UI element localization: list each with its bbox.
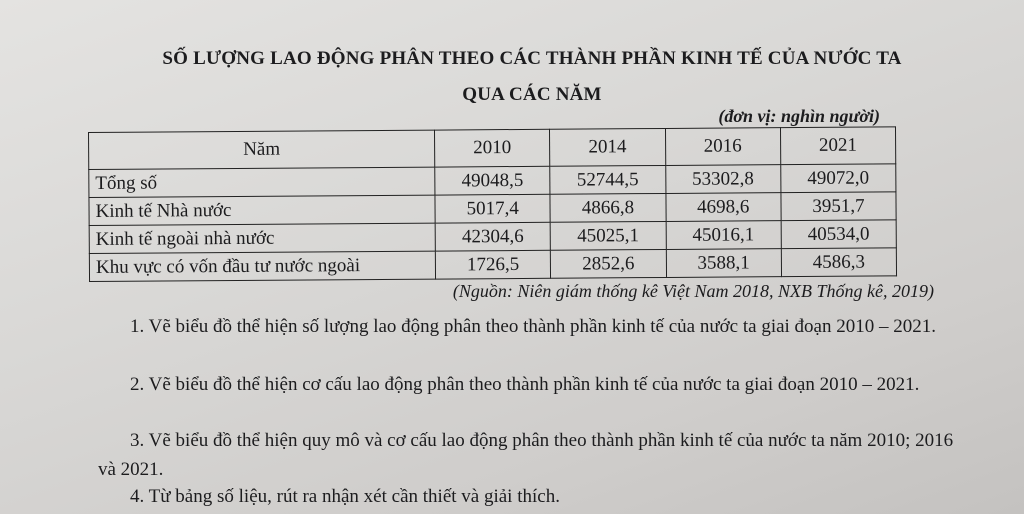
value-cell: 53302,8 — [665, 164, 781, 194]
row-label: Khu vực có vốn đầu tư nước ngoài — [89, 251, 436, 282]
labor-table: Năm 2010 2014 2016 2021 Tổng số 49048,5 52… — [88, 126, 897, 282]
value-cell: 4586,3 — [781, 247, 897, 277]
value-cell: 40534,0 — [780, 219, 897, 249]
row-label: Kinh tế Nhà nước — [88, 195, 436, 226]
value-cell: 49072,0 — [780, 163, 896, 193]
value-cell: 42304,6 — [435, 222, 551, 252]
header-cell: 2010 — [434, 129, 551, 168]
value-cell: 4866,8 — [550, 193, 666, 223]
value-cell: 45025,1 — [550, 221, 666, 251]
document-title-line2: QUA CÁC NĂM — [462, 84, 602, 105]
question-1: 1. Vẽ biểu đồ thể hiện số lượng lao động… — [130, 316, 936, 337]
unit-label: (đơn vị: nghìn người) — [718, 106, 880, 126]
source-note: (Nguồn: Niên giám thống kê Việt Nam 2018… — [452, 281, 934, 301]
value-cell: 49048,5 — [434, 166, 551, 196]
header-cell: 2021 — [780, 126, 896, 165]
header-cell: 2014 — [549, 128, 666, 167]
value-cell: 2852,6 — [550, 249, 667, 279]
row-label: Tổng số — [88, 167, 435, 198]
header-cell: 2016 — [664, 127, 781, 166]
question-3: 3. Vẽ biểu đồ thể hiện quy mô và cơ cấu … — [98, 430, 954, 480]
table-row: Khu vực có vốn đầu tư nước ngoài 1726,5 28… — [89, 247, 897, 282]
question-4: 4. Từ bảng số liệu, rút ra nhận xét cần … — [130, 486, 560, 507]
table-header-row: Năm 2010 2014 2016 2021 — [88, 126, 896, 170]
document-title: SỐ LƯỢNG LAO ĐỘNG PHÂN THEO CÁC THÀNH PH… — [162, 48, 902, 69]
value-cell: 3951,7 — [780, 191, 897, 221]
value-cell: 45016,1 — [665, 220, 782, 250]
value-cell: 5017,4 — [434, 194, 551, 224]
value-cell: 1726,5 — [435, 250, 551, 280]
header-cell: Năm — [88, 130, 435, 170]
question-2: 2. Vẽ biểu đồ thể hiện cơ cấu lao động p… — [130, 374, 920, 395]
value-cell: 52744,5 — [550, 165, 666, 195]
value-cell: 3588,1 — [665, 248, 782, 278]
row-label: Kinh tế ngoài nhà nước — [89, 223, 436, 254]
value-cell: 4698,6 — [665, 192, 781, 222]
